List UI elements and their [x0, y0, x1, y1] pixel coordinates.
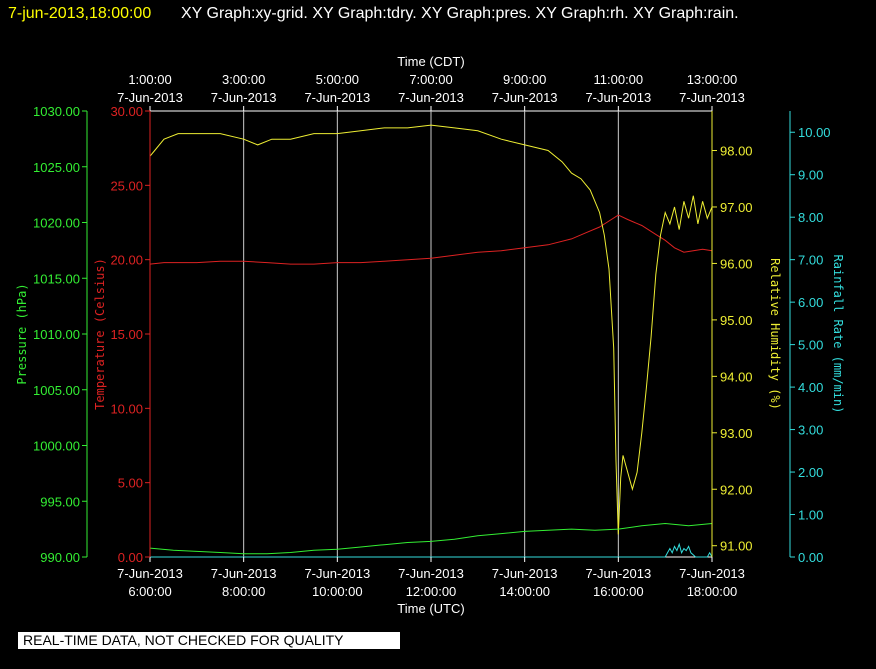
- bottom-tick-time: 14:00:00: [499, 584, 550, 599]
- bottom-axis-title: Time (UTC): [397, 601, 464, 616]
- top-tick-time: 1:00:00: [128, 72, 171, 87]
- top-tick-date: 7-Jun-2013: [211, 90, 277, 105]
- rain-tick-label: 7.00: [798, 253, 823, 268]
- quality-notice: REAL-TIME DATA, NOT CHECKED FOR QUALITY: [18, 632, 400, 649]
- humidity-axis-title: Relative Humidity (%): [768, 258, 782, 410]
- pressure-tick-label: 1010.00: [33, 327, 80, 342]
- pressure-tick-label: 990.00: [40, 550, 80, 565]
- rain-tick-label: 3.00: [798, 423, 823, 438]
- pressure-tick-label: 1005.00: [33, 383, 80, 398]
- rain-tick-label: 10.00: [798, 125, 831, 140]
- pressure-tick-label: 1020.00: [33, 216, 80, 231]
- humidity-tick-label: 97.00: [720, 200, 753, 215]
- pressure-tick-label: 1030.00: [33, 104, 80, 119]
- humidity-tick-label: 98.00: [720, 144, 753, 159]
- rain-tick-label: 9.00: [798, 168, 823, 183]
- rain-tick-label: 4.00: [798, 380, 823, 395]
- header-graph-list: XY Graph:xy-grid. XY Graph:tdry. XY Grap…: [181, 5, 739, 22]
- bottom-tick-date: 7-Jun-2013: [211, 566, 277, 581]
- pressure-series-line: [149, 522, 713, 555]
- bottom-tick-date: 7-Jun-2013: [304, 566, 370, 581]
- temperature-tick-label: 15.00: [110, 327, 143, 342]
- top-axis-title: Time (CDT): [397, 54, 464, 69]
- humidity-tick-label: 91.00: [720, 539, 753, 554]
- temperature-tick-label: 20.00: [110, 253, 143, 268]
- pressure-tick-label: 1025.00: [33, 160, 80, 175]
- humidity-tick-label: 92.00: [720, 482, 753, 497]
- pressure-axis-title: Pressure (hPa): [15, 283, 29, 384]
- top-tick-date: 7-Jun-2013: [304, 90, 370, 105]
- bottom-tick-date: 7-Jun-2013: [492, 566, 558, 581]
- rain-tick-label: 5.00: [798, 338, 823, 353]
- pressure-tick-label: 995.00: [40, 494, 80, 509]
- rain-series-line: [150, 542, 713, 558]
- top-tick-date: 7-Jun-2013: [679, 90, 745, 105]
- humidity-series-line: [149, 124, 713, 535]
- bottom-tick-time: 10:00:00: [312, 584, 363, 599]
- top-tick-time: 11:00:00: [594, 72, 644, 87]
- temperature-tick-label: 30.00: [110, 104, 143, 119]
- rain-tick-label: 0.00: [798, 550, 823, 565]
- rain-tick-label: 8.00: [798, 210, 823, 225]
- bottom-tick-time: 16:00:00: [593, 584, 644, 599]
- top-tick-time: 7:00:00: [409, 72, 452, 87]
- series-layer: [149, 124, 713, 558]
- bottom-tick-time: 12:00:00: [406, 584, 457, 599]
- top-tick-date: 7-Jun-2013: [492, 90, 558, 105]
- bottom-tick-date: 7-Jun-2013: [398, 566, 464, 581]
- bottom-tick-time: 8:00:00: [222, 584, 265, 599]
- top-tick-time: 13:00:00: [687, 72, 738, 87]
- bottom-tick-time: 6:00:00: [128, 584, 171, 599]
- top-tick-date: 7-Jun-2013: [585, 90, 651, 105]
- header-datetime: 7-jun-2013,18:00:00: [8, 5, 151, 22]
- pressure-tick-label: 1000.00: [33, 439, 80, 454]
- bottom-tick-date: 7-Jun-2013: [679, 566, 745, 581]
- top-tick-time: 3:00:00: [222, 72, 265, 87]
- pressure-tick-label: 1015.00: [33, 271, 80, 286]
- top-tick-time: 5:00:00: [316, 72, 359, 87]
- temperature-tick-label: 5.00: [118, 476, 143, 491]
- humidity-tick-label: 94.00: [720, 369, 753, 384]
- humidity-tick-label: 93.00: [720, 426, 753, 441]
- bottom-tick-date: 7-Jun-2013: [585, 566, 651, 581]
- temperature-tick-label: 10.00: [110, 401, 143, 416]
- rain-tick-label: 1.00: [798, 508, 823, 523]
- bottom-tick-time: 18:00:00: [687, 584, 738, 599]
- top-tick-date: 7-Jun-2013: [398, 90, 464, 105]
- humidity-tick-label: 96.00: [720, 256, 753, 271]
- tick-labels: 7-Jun-2013 6:00:00 7-Jun-2013 8:00:00 7-Jun-…: [33, 72, 831, 599]
- temperature-axis-title: Temperature (Celsius): [93, 258, 107, 410]
- temperature-tick-label: 25.00: [110, 178, 143, 193]
- humidity-tick-label: 95.00: [720, 313, 753, 328]
- top-tick-date: 7-Jun-2013: [117, 90, 183, 105]
- temperature-series-line: [149, 214, 713, 265]
- rain-axis-title: Rainfall Rate (mm/min): [831, 255, 845, 414]
- grid: [243, 111, 619, 557]
- top-tick-time: 9:00:00: [503, 72, 546, 87]
- bottom-tick-date: 7-Jun-2013: [117, 566, 183, 581]
- rain-tick-label: 6.00: [798, 295, 823, 310]
- rain-tick-label: 2.00: [798, 465, 823, 480]
- temperature-tick-label: 0.00: [118, 550, 143, 565]
